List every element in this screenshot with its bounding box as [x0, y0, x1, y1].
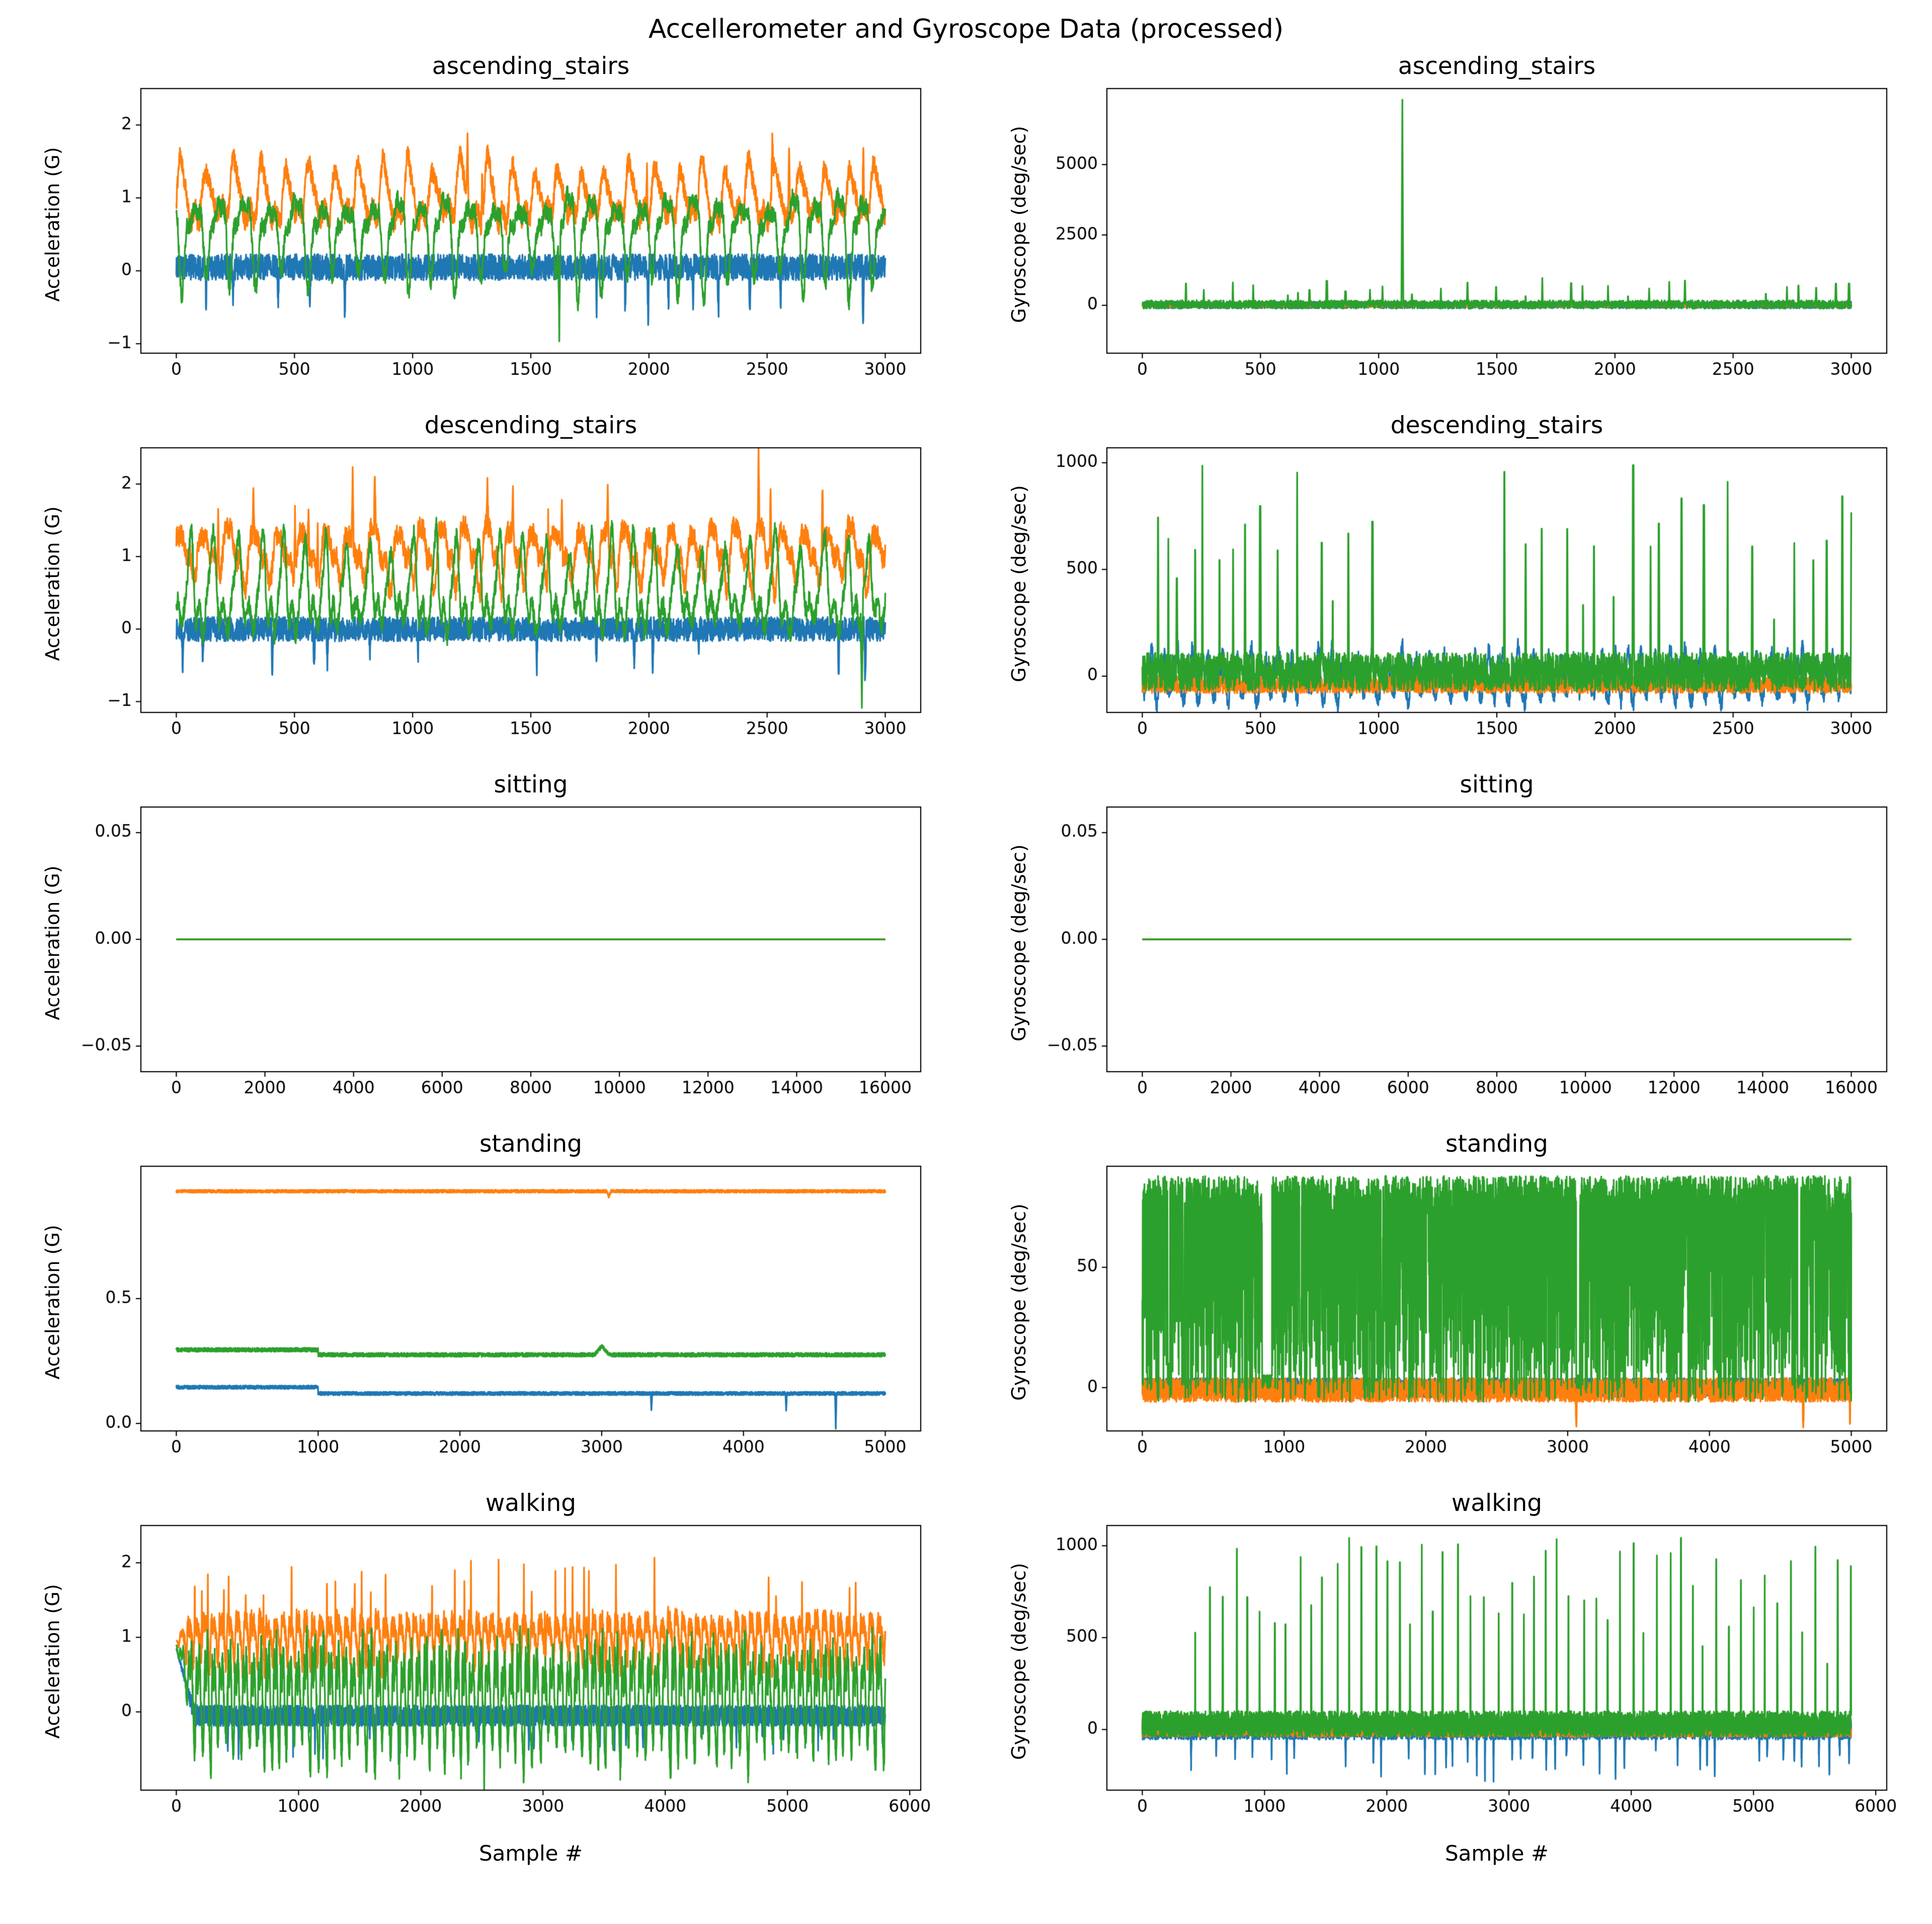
y-axis-label: Gyroscope (deg/sec): [1008, 844, 1030, 1041]
y-axis-label-container: Gyroscope (deg/sec): [996, 1518, 1041, 1840]
plot-canvas-ascending_stairs-gyro: [1041, 82, 1902, 404]
x-axis-label: Sample #: [1444, 1841, 1549, 1866]
subplot-grid: ascending_stairs Acceleration (G) ascendin…: [0, 51, 1932, 1876]
subplot-descending_stairs-accel: descending_stairs Acceleration (G): [0, 411, 966, 763]
y-axis-label: Gyroscope (deg/sec): [1008, 126, 1030, 323]
y-axis-label-container: Acceleration (G): [30, 441, 75, 763]
plot-canvas-standing-accel: [75, 1159, 936, 1481]
y-axis-label: Acceleration (G): [42, 865, 64, 1020]
y-axis-label: Acceleration (G): [42, 147, 64, 302]
subplot-walking-accel: walking Acceleration (G) Sample #: [0, 1488, 966, 1869]
figure: Accellerometer and Gyroscope Data (proce…: [0, 14, 1932, 1876]
plot-canvas-sitting-gyro: [1041, 800, 1902, 1122]
y-axis-label-container: Acceleration (G): [30, 82, 75, 404]
plot-canvas-descending_stairs-accel: [75, 441, 936, 763]
subplot-title: walking: [485, 1489, 577, 1517]
subplot-title: sitting: [1460, 771, 1534, 798]
y-axis-label-container: Gyroscope (deg/sec): [996, 800, 1041, 1122]
subplot-sitting-accel: sitting Acceleration (G): [0, 770, 966, 1122]
subplot-title: descending_stairs: [424, 412, 637, 439]
y-axis-label-container: Acceleration (G): [30, 800, 75, 1122]
plot-canvas-walking-accel: [75, 1518, 936, 1840]
y-axis-label: Gyroscope (deg/sec): [1008, 1563, 1030, 1760]
subplot-title: ascending_stairs: [1398, 52, 1596, 80]
y-axis-label: Acceleration (G): [42, 1584, 64, 1739]
subplot-title: ascending_stairs: [432, 52, 630, 80]
subplot-sitting-gyro: sitting Gyroscope (deg/sec): [966, 770, 1932, 1122]
y-axis-label-container: Acceleration (G): [30, 1518, 75, 1840]
y-axis-label-container: Gyroscope (deg/sec): [996, 441, 1041, 763]
figure-title: Accellerometer and Gyroscope Data (proce…: [648, 14, 1284, 44]
y-axis-label: Acceleration (G): [42, 506, 64, 661]
subplot-title: standing: [1445, 1130, 1549, 1158]
subplot-title: walking: [1451, 1489, 1543, 1517]
subplot-walking-gyro: walking Gyroscope (deg/sec) Sample #: [966, 1488, 1932, 1869]
y-axis-label: Acceleration (G): [42, 1225, 64, 1380]
plot-canvas-descending_stairs-gyro: [1041, 441, 1902, 763]
y-axis-label-container: Gyroscope (deg/sec): [996, 1159, 1041, 1481]
y-axis-label: Gyroscope (deg/sec): [1008, 485, 1030, 682]
subplot-title: descending_stairs: [1390, 412, 1603, 439]
subplot-standing-accel: standing Acceleration (G): [0, 1129, 966, 1481]
subplot-title: sitting: [494, 771, 568, 798]
plot-canvas-standing-gyro: [1041, 1159, 1902, 1481]
x-axis-label: Sample #: [478, 1841, 583, 1866]
subplot-descending_stairs-gyro: descending_stairs Gyroscope (deg/sec): [966, 411, 1932, 763]
plot-canvas-sitting-accel: [75, 800, 936, 1122]
plot-canvas-walking-gyro: [1041, 1518, 1902, 1840]
y-axis-label: Gyroscope (deg/sec): [1008, 1204, 1030, 1401]
subplot-title: standing: [479, 1130, 583, 1158]
subplot-ascending_stairs-gyro: ascending_stairs Gyroscope (deg/sec): [966, 51, 1932, 404]
y-axis-label-container: Gyroscope (deg/sec): [996, 82, 1041, 404]
y-axis-label-container: Acceleration (G): [30, 1159, 75, 1481]
subplot-standing-gyro: standing Gyroscope (deg/sec): [966, 1129, 1932, 1481]
plot-canvas-ascending_stairs-accel: [75, 82, 936, 404]
subplot-ascending_stairs-accel: ascending_stairs Acceleration (G): [0, 51, 966, 404]
